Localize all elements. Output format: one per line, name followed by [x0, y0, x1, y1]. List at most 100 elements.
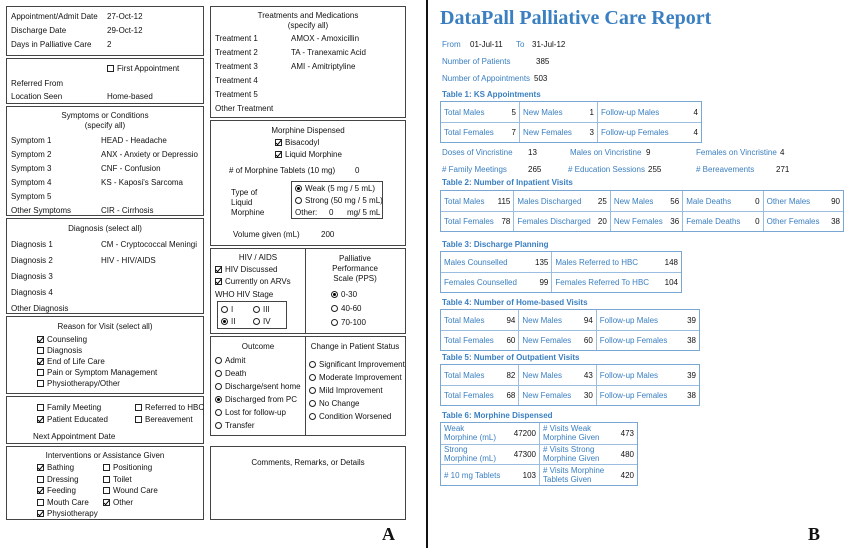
- stage-3-label: III: [263, 305, 270, 314]
- bereavement-checkbox[interactable]: Bereavement: [135, 414, 193, 425]
- on-arvs-label: Currently on ARVs: [225, 277, 291, 286]
- change-title: Change in Patient Status: [310, 342, 400, 351]
- radio-option[interactable]: Mild Improvement: [309, 385, 383, 396]
- bisacodyl-checkbox[interactable]: Bisacodyl: [275, 137, 319, 148]
- radio-icon: [215, 409, 222, 416]
- location-field[interactable]: Home-based: [107, 92, 153, 101]
- cell-label: Males Referred to HBC: [555, 257, 639, 267]
- cell-value: 56: [670, 196, 680, 206]
- checkbox-option[interactable]: Counseling: [37, 334, 87, 345]
- table-cell: Total Males 115: [441, 191, 513, 211]
- strong-radio[interactable]: Strong (50 mg / 5 mL): [295, 195, 383, 206]
- field-label: Treatment 1: [215, 34, 258, 43]
- field-value[interactable]: KS - Kaposi's Sarcoma: [101, 178, 184, 187]
- admit-date-field[interactable]: 27-Oct-12: [107, 12, 143, 21]
- discharge-date-field[interactable]: 29-Oct-12: [107, 26, 143, 35]
- radio-option[interactable]: Admit: [215, 355, 245, 366]
- checkbox-option[interactable]: Diagnosis: [37, 345, 82, 356]
- radio-option[interactable]: Moderate Improvement: [309, 372, 402, 383]
- patient-educated-checkbox[interactable]: Patient Educated: [37, 414, 108, 425]
- field-value[interactable]: AMOX - Amoxicillin: [291, 34, 360, 43]
- tablets-field[interactable]: 0: [355, 166, 360, 175]
- referred-hbc-checkbox[interactable]: Referred to HBC: [135, 402, 204, 413]
- first-appointment-checkbox[interactable]: First Appointment: [107, 63, 179, 74]
- radio-option[interactable]: Lost for follow-up: [215, 407, 286, 418]
- cell-value: 473: [620, 428, 634, 438]
- pps-0-30-radio[interactable]: 0-30: [331, 289, 357, 300]
- radio-label: Death: [225, 369, 247, 378]
- cell-value: 0: [755, 196, 760, 206]
- stage-4-label: IV: [263, 317, 271, 326]
- radio-label: Discharged from PC: [225, 395, 298, 404]
- cell-label: Total Males: [444, 196, 485, 206]
- field-label: Other Diagnosis: [11, 304, 69, 313]
- checkbox-icon: [275, 151, 282, 158]
- radio-option[interactable]: Condition Worsened: [309, 411, 391, 422]
- on-arvs-checkbox[interactable]: Currently on ARVs: [215, 276, 291, 287]
- field-value[interactable]: TA - Tranexamic Acid: [291, 48, 366, 57]
- pps-70-100-radio[interactable]: 70-100: [331, 317, 366, 328]
- radio-label: Condition Worsened: [319, 412, 392, 421]
- cell-label: Follow-up Females: [601, 128, 669, 137]
- checkbox-label: Mouth Care: [47, 497, 89, 507]
- palliative-report: DataPall Palliative Care Report From 01-…: [430, 0, 850, 548]
- checkbox-option[interactable]: End of Life Care: [37, 356, 105, 367]
- field-value[interactable]: AMI - Amitriptyline: [291, 62, 356, 71]
- interventions-title: Interventions or Assistance Given: [45, 451, 165, 460]
- volume-field[interactable]: 200: [321, 230, 335, 239]
- radio-option[interactable]: Significant Improvement: [309, 359, 405, 370]
- checkbox-label: Dressing: [47, 474, 79, 484]
- radio-option[interactable]: Discharge/sent home: [215, 381, 301, 392]
- checkbox-option[interactable]: Wound Care: [103, 485, 158, 496]
- checkbox-option[interactable]: Pain or Symptom Management: [37, 367, 157, 378]
- hiv-title: HIV / AIDS: [238, 253, 278, 262]
- stage-3-radio[interactable]: III: [253, 304, 270, 315]
- cell-label: New Females: [522, 391, 572, 400]
- table-cell: # Visits Weak Morphine Given 473: [539, 423, 637, 444]
- radio-label: Significant Improvement: [319, 360, 405, 369]
- other-unit: mg/ 5 mL: [347, 208, 381, 217]
- radio-label: Discharge/sent home: [225, 382, 301, 391]
- days-field[interactable]: 2: [107, 40, 112, 49]
- table-row: Total Males 115 Males Discharged 25 New Male…: [441, 191, 843, 211]
- radio-icon: [309, 400, 316, 407]
- checkbox-option[interactable]: Physiotherapy: [37, 508, 98, 519]
- cell-label: Follow-up Males: [601, 107, 660, 117]
- hiv-discussed-checkbox[interactable]: HIV Discussed: [215, 264, 277, 275]
- checkbox-option[interactable]: Dressing: [37, 474, 79, 485]
- radio-option[interactable]: Death: [215, 368, 246, 379]
- field-value[interactable]: CNF - Confusion: [101, 164, 161, 173]
- checkbox-option[interactable]: Positioning: [103, 462, 152, 473]
- field-value[interactable]: HEAD - Headache: [101, 136, 167, 145]
- field-value[interactable]: CM - Cryptococcal Meningi: [101, 240, 198, 249]
- radio-option[interactable]: Discharged from PC: [215, 394, 297, 405]
- field-value[interactable]: ANX - Anxiety or Depressio: [101, 150, 198, 159]
- family-meeting-checkbox[interactable]: Family Meeting: [37, 402, 101, 413]
- cell-label: Other Females: [766, 217, 820, 226]
- checkbox-option[interactable]: Bathing: [37, 462, 74, 473]
- other-field[interactable]: 0: [329, 208, 334, 217]
- field-value[interactable]: HIV - HIV/AIDS: [101, 256, 156, 265]
- checkbox-option[interactable]: Toilet: [103, 474, 132, 485]
- radio-option[interactable]: Transfer: [215, 420, 255, 431]
- panel-a-label: A: [382, 524, 395, 544]
- cell-label: # Visits Weak Morphine Given: [543, 424, 600, 443]
- checkbox-option[interactable]: Physiotherapy/Other: [37, 378, 120, 389]
- checkbox-option[interactable]: Feeding: [37, 485, 76, 496]
- patient-educated-label: Patient Educated: [47, 415, 108, 424]
- field-value[interactable]: CIR - Cirrhosis: [101, 206, 154, 215]
- weak-label: Weak (5 mg / 5 mL): [305, 184, 376, 193]
- radio-option[interactable]: No Change: [309, 398, 359, 409]
- cell-value: 104: [664, 278, 678, 287]
- stage-4-radio[interactable]: IV: [253, 316, 271, 327]
- table-cell: Weak Morphine (mL) 47200: [441, 423, 539, 444]
- table-cell: New Males 1: [519, 102, 597, 122]
- checkbox-option[interactable]: Other: [103, 497, 133, 508]
- stage-1-radio[interactable]: I: [221, 304, 233, 315]
- liquid-morphine-checkbox[interactable]: Liquid Morphine: [275, 149, 342, 160]
- pps-40-60-radio[interactable]: 40-60: [331, 303, 361, 314]
- checkbox-option[interactable]: Mouth Care: [37, 497, 89, 508]
- stage-2-radio[interactable]: II: [221, 316, 235, 327]
- pps-70-100-label: 70-100: [341, 318, 366, 327]
- weak-radio[interactable]: Weak (5 mg / 5 mL): [295, 183, 375, 194]
